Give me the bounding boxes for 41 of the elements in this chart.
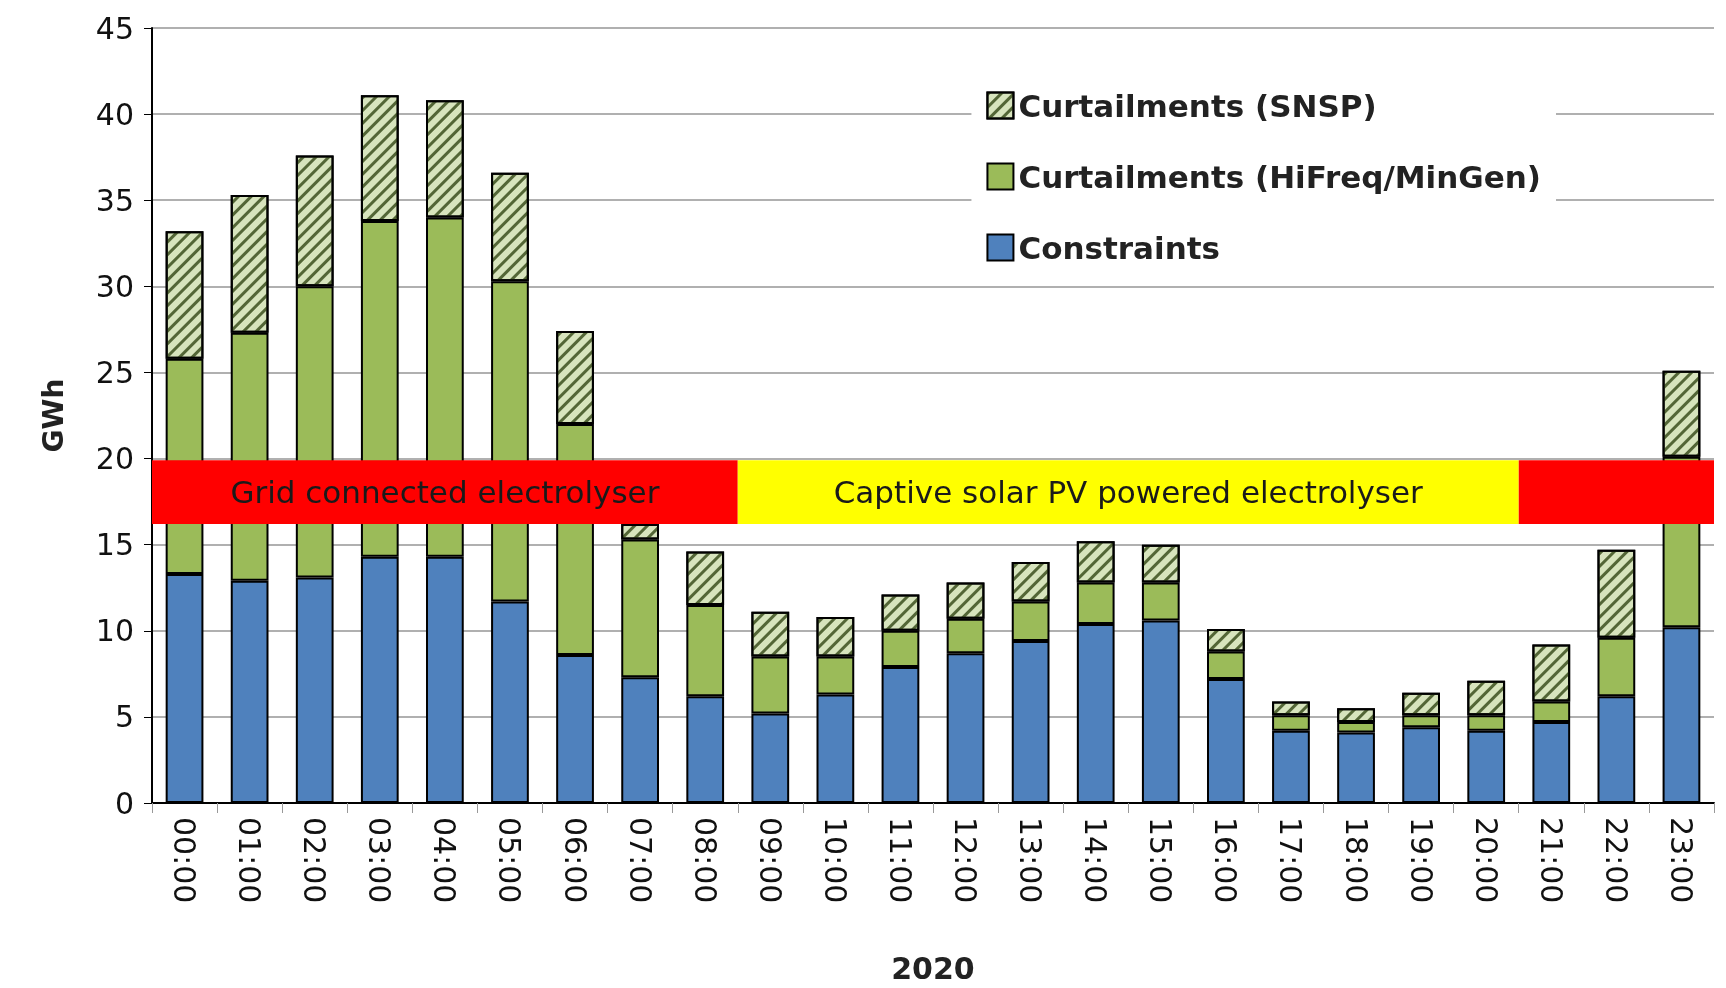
x-tick-label: 04:00 xyxy=(427,817,463,904)
y-tick-label: 40 xyxy=(95,96,134,132)
y-tick-label: 10 xyxy=(95,613,134,649)
x-tick-label: 20:00 xyxy=(1468,817,1504,904)
x-tick-label: 11:00 xyxy=(882,817,918,904)
x-tick-label: 01:00 xyxy=(232,817,268,904)
y-tick-label: 45 xyxy=(95,10,134,46)
x-tick-label: 12:00 xyxy=(948,817,984,904)
x-tick-label: 00:00 xyxy=(167,817,203,904)
x-tick-label: 06:00 xyxy=(557,817,593,904)
y-axis-title: GWh xyxy=(36,378,70,453)
legend-label: Curtailments (HiFreq/MinGen) xyxy=(1018,158,1542,195)
y-tick-label: 15 xyxy=(95,527,134,563)
y-tick-label: 30 xyxy=(95,268,134,304)
y-tick-label: 25 xyxy=(95,354,134,390)
x-tick-label: 13:00 xyxy=(1013,817,1049,904)
x-tick-label: 09:00 xyxy=(752,817,788,904)
band-label: Grid connected electrolyser xyxy=(230,474,660,511)
x-tick-label: 23:00 xyxy=(1663,817,1699,904)
x-tick-label: 16:00 xyxy=(1208,817,1244,904)
legend-label: Curtailments (SNSP) xyxy=(1018,87,1377,124)
x-axis-title: 2020 xyxy=(891,950,975,986)
x-tick-label: 08:00 xyxy=(687,817,723,904)
y-tick-label: 20 xyxy=(95,441,134,477)
x-tick-label: 14:00 xyxy=(1078,817,1114,904)
x-tick-label: 19:00 xyxy=(1403,817,1439,904)
y-tick-label: 35 xyxy=(95,182,134,218)
x-tick-label: 17:00 xyxy=(1273,817,1309,904)
y-tick-label: 0 xyxy=(114,785,134,821)
x-tick-label: 02:00 xyxy=(297,817,333,904)
y-tick-label: 5 xyxy=(114,699,134,735)
x-tick-label: 22:00 xyxy=(1598,817,1634,904)
x-tick-label: 15:00 xyxy=(1143,817,1179,904)
x-tick-label: 07:00 xyxy=(622,817,658,904)
band-label: Captive solar PV powered electrolyser xyxy=(833,474,1424,511)
x-tick-label: 21:00 xyxy=(1533,817,1569,904)
x-tick-label: 05:00 xyxy=(492,817,528,904)
x-tick-label: 03:00 xyxy=(362,817,398,904)
legend-label: Constraints xyxy=(1018,229,1220,266)
x-tick-label: 18:00 xyxy=(1338,817,1374,904)
x-tick-label: 10:00 xyxy=(817,817,853,904)
